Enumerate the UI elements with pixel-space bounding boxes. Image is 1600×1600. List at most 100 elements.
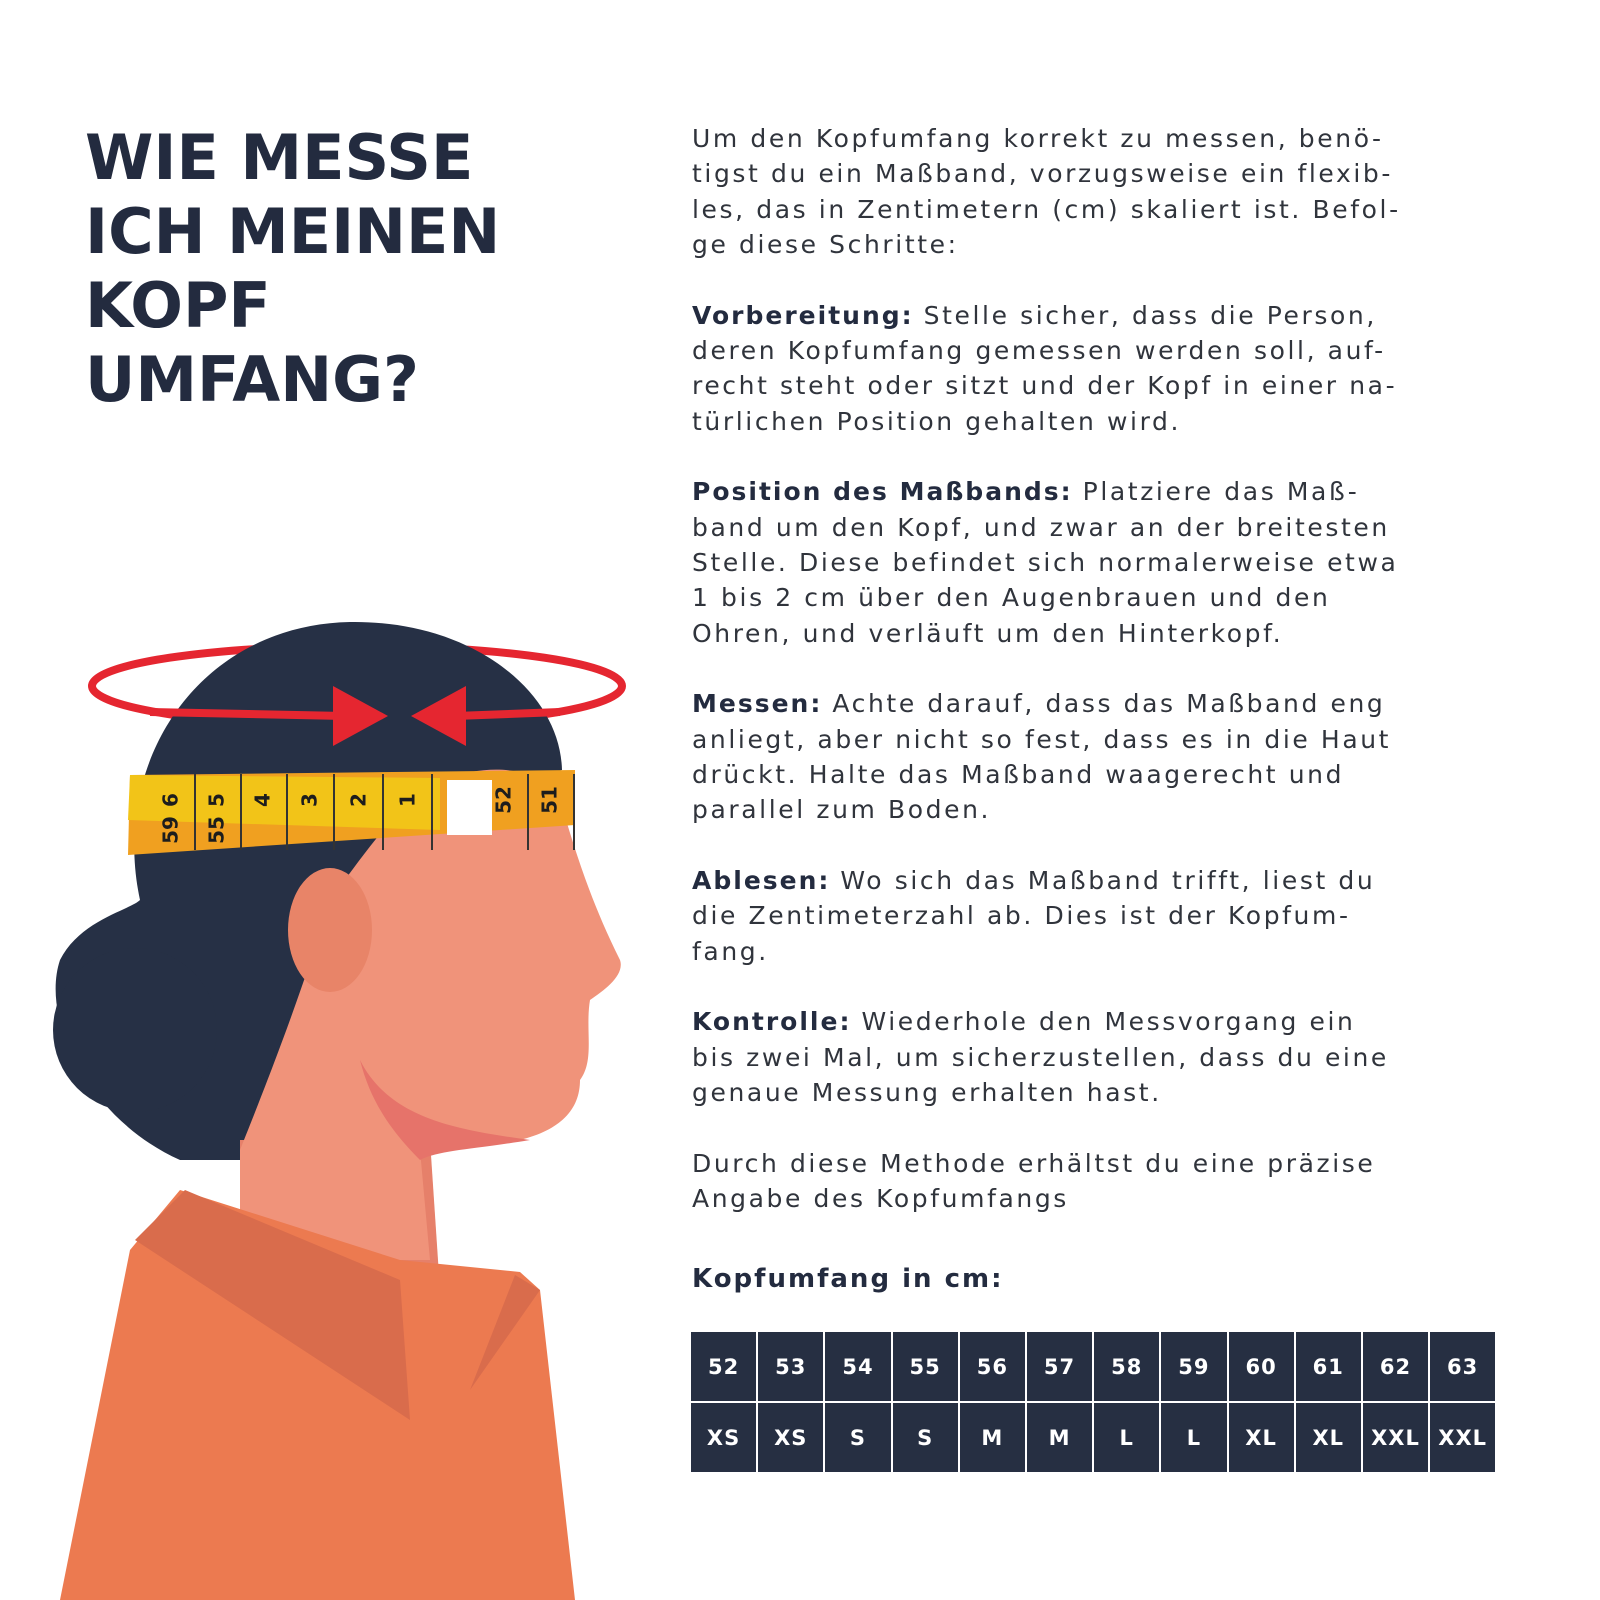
text-span: Achte darauf, dass das Maßband eng	[832, 689, 1386, 719]
size-cell: L	[1161, 1403, 1227, 1472]
cm-cell: 53	[758, 1332, 824, 1401]
paragraph: Um den Kopfumfang korrekt zu messen, ben…	[692, 121, 1401, 262]
text-line: Stelle. Diese befindet sich normalerweis…	[692, 547, 1399, 577]
bun	[53, 948, 217, 1112]
size-cell: S	[825, 1403, 891, 1472]
paragraph: Kontrolle: Wiederhole den Messvorgang ein…	[692, 1004, 1401, 1110]
text-line: Position des Maßbands: Platziere das Maß-	[692, 474, 1401, 509]
tape-label: 3	[298, 793, 322, 807]
tape-label: 59	[159, 816, 183, 844]
size-cell: XL	[1295, 1403, 1361, 1472]
shirt	[60, 1190, 575, 1600]
cm-cell: 55	[892, 1332, 958, 1401]
cm-cell: 60	[1228, 1332, 1294, 1401]
cm-cell: 56	[959, 1332, 1025, 1401]
size-cell: M	[1026, 1403, 1093, 1472]
arrow	[411, 686, 466, 746]
size-cell: M	[959, 1403, 1025, 1472]
size-cell: XL	[1228, 1403, 1294, 1472]
step-heading: Kontrolle:	[692, 1007, 852, 1037]
tape-label: 1	[396, 793, 420, 807]
cm-cell: 63	[1430, 1332, 1496, 1401]
cm-cell: 54	[825, 1332, 891, 1401]
tape-label: 55	[205, 816, 229, 844]
title: WIE MESSE ICH MEINEN KOPF UMFANG?	[85, 121, 500, 417]
cm-cell: 62	[1362, 1332, 1429, 1401]
tape-label: 4	[251, 793, 275, 807]
text-line: Ablesen: Wo sich das Maßband trifft, lies…	[692, 863, 1401, 898]
paragraph: Durch diese Methode erhältst du eine prä…	[692, 1146, 1401, 1217]
text-line: Ohren, und verläuft um den Hinterkopf.	[692, 618, 1284, 648]
text-line: drückt. Halte das Maßband waagerecht und	[692, 759, 1345, 789]
text-line: anliegt, aber nicht so fest, dass es in …	[692, 724, 1392, 754]
size-cell: L	[1094, 1403, 1160, 1472]
tape-label: 2	[347, 793, 371, 807]
text-line: parallel zum Boden.	[692, 795, 992, 825]
tape-label: 52	[492, 786, 516, 814]
text-line: band um den Kopf, und zwar an der breite…	[692, 512, 1390, 542]
cm-cell: 58	[1094, 1332, 1160, 1401]
text-line: Angabe des Kopfumfangs	[692, 1184, 1069, 1214]
tape	[128, 775, 440, 830]
text-line: Messen: Achte darauf, dass das Maßband en…	[692, 686, 1401, 721]
paragraph: Vorbereitung: Stelle sicher, dass die Per…	[692, 298, 1401, 439]
text-line: Vorbereitung: Stelle sicher, dass die Per…	[692, 298, 1401, 333]
text-line: les, das in Zentimetern (cm) skaliert is…	[692, 194, 1401, 224]
cm-cell: 57	[1026, 1332, 1093, 1401]
text-span: Wo sich das Maßband trifft, liest du	[840, 866, 1376, 896]
text-line: genaue Messung erhalten hast.	[692, 1078, 1162, 1108]
table-title: Kopfumfang in cm:	[692, 1264, 1004, 1294]
arrow	[454, 708, 561, 720]
face	[240, 769, 621, 1260]
text-line: deren Kopfumfang gemessen werden soll, a…	[692, 335, 1386, 365]
cm-cell: 59	[1161, 1332, 1227, 1401]
text-span: Wiederhole den Messvorgang ein	[861, 1007, 1356, 1037]
text-span: Stelle sicher, dass die Person,	[923, 300, 1377, 330]
tape-label: 6	[159, 793, 183, 807]
text-line: recht steht oder sitzt und der Kopf in e…	[692, 371, 1398, 401]
text-line: Kontrolle: Wiederhole den Messvorgang ein	[692, 1004, 1401, 1039]
tape-tag	[447, 780, 492, 835]
title-line: UMFANG?	[85, 343, 420, 416]
tape-label: 51	[538, 786, 562, 814]
collar	[135, 1190, 410, 1420]
title-line: WIE MESSE	[85, 121, 474, 194]
title-line: ICH MEINEN	[85, 195, 501, 268]
step-heading: Messen:	[692, 689, 823, 719]
text-line: türlichen Position gehalten wird.	[692, 406, 1182, 436]
jaw-shadow	[360, 1060, 530, 1160]
step-heading: Position des Maßbands:	[692, 477, 1073, 507]
step-heading: Ablesen:	[692, 866, 831, 896]
size-cell: XS	[758, 1403, 824, 1472]
size-cell: S	[892, 1403, 958, 1472]
cm-cell: 61	[1295, 1332, 1361, 1401]
tape-labels: 6 5 4 3 2 1 52 51 59 55	[159, 774, 575, 850]
size-cell: XXL	[1430, 1403, 1496, 1472]
paragraph: Position des Maßbands: Platziere das Maß-…	[692, 474, 1401, 650]
cm-cell: 52	[691, 1332, 757, 1401]
illustration: 6 5 4 3 2 1 52 51 59 55	[53, 621, 626, 1600]
size-table: 52 53 54 55 56 57 58 59 60 61 62 63 XS XS S S M M L L XL XL XX…	[691, 1332, 1496, 1472]
text-line: fang.	[692, 936, 769, 966]
paragraph: Messen: Achte darauf, dass das Maßband en…	[692, 686, 1401, 827]
collar	[470, 1275, 540, 1390]
tape-label: 5	[205, 793, 229, 807]
text-line: Durch diese Methode erhältst du eine prä…	[692, 1148, 1376, 1178]
arrow	[333, 686, 388, 746]
arrow	[149, 708, 346, 720]
ear	[288, 868, 372, 992]
text-line: ge diese Schritte:	[692, 229, 959, 259]
text-line: tigst du ein Maßband, vorzugsweise ein f…	[692, 159, 1393, 189]
size-cell: XS	[691, 1403, 757, 1472]
text-line: die Zentimeterzahl ab. Dies ist der Kopf…	[692, 901, 1351, 931]
title-line: KOPF	[85, 269, 271, 342]
size-cell: XXL	[1362, 1403, 1429, 1472]
text-line: bis zwei Mal, um sicherzustellen, dass d…	[692, 1042, 1389, 1072]
step-heading: Vorbereitung:	[692, 300, 914, 330]
text-line: 1 bis 2 cm über den Augenbrauen und den	[692, 583, 1331, 613]
text-line: Um den Kopfumfang korrekt zu messen, ben…	[692, 124, 1384, 153]
text-span: Platziere das Maß-	[1082, 477, 1360, 507]
paragraph: Ablesen: Wo sich das Maßband trifft, lies…	[692, 863, 1401, 969]
instructions: Um den Kopfumfang korrekt zu messen, ben…	[692, 121, 1401, 1252]
